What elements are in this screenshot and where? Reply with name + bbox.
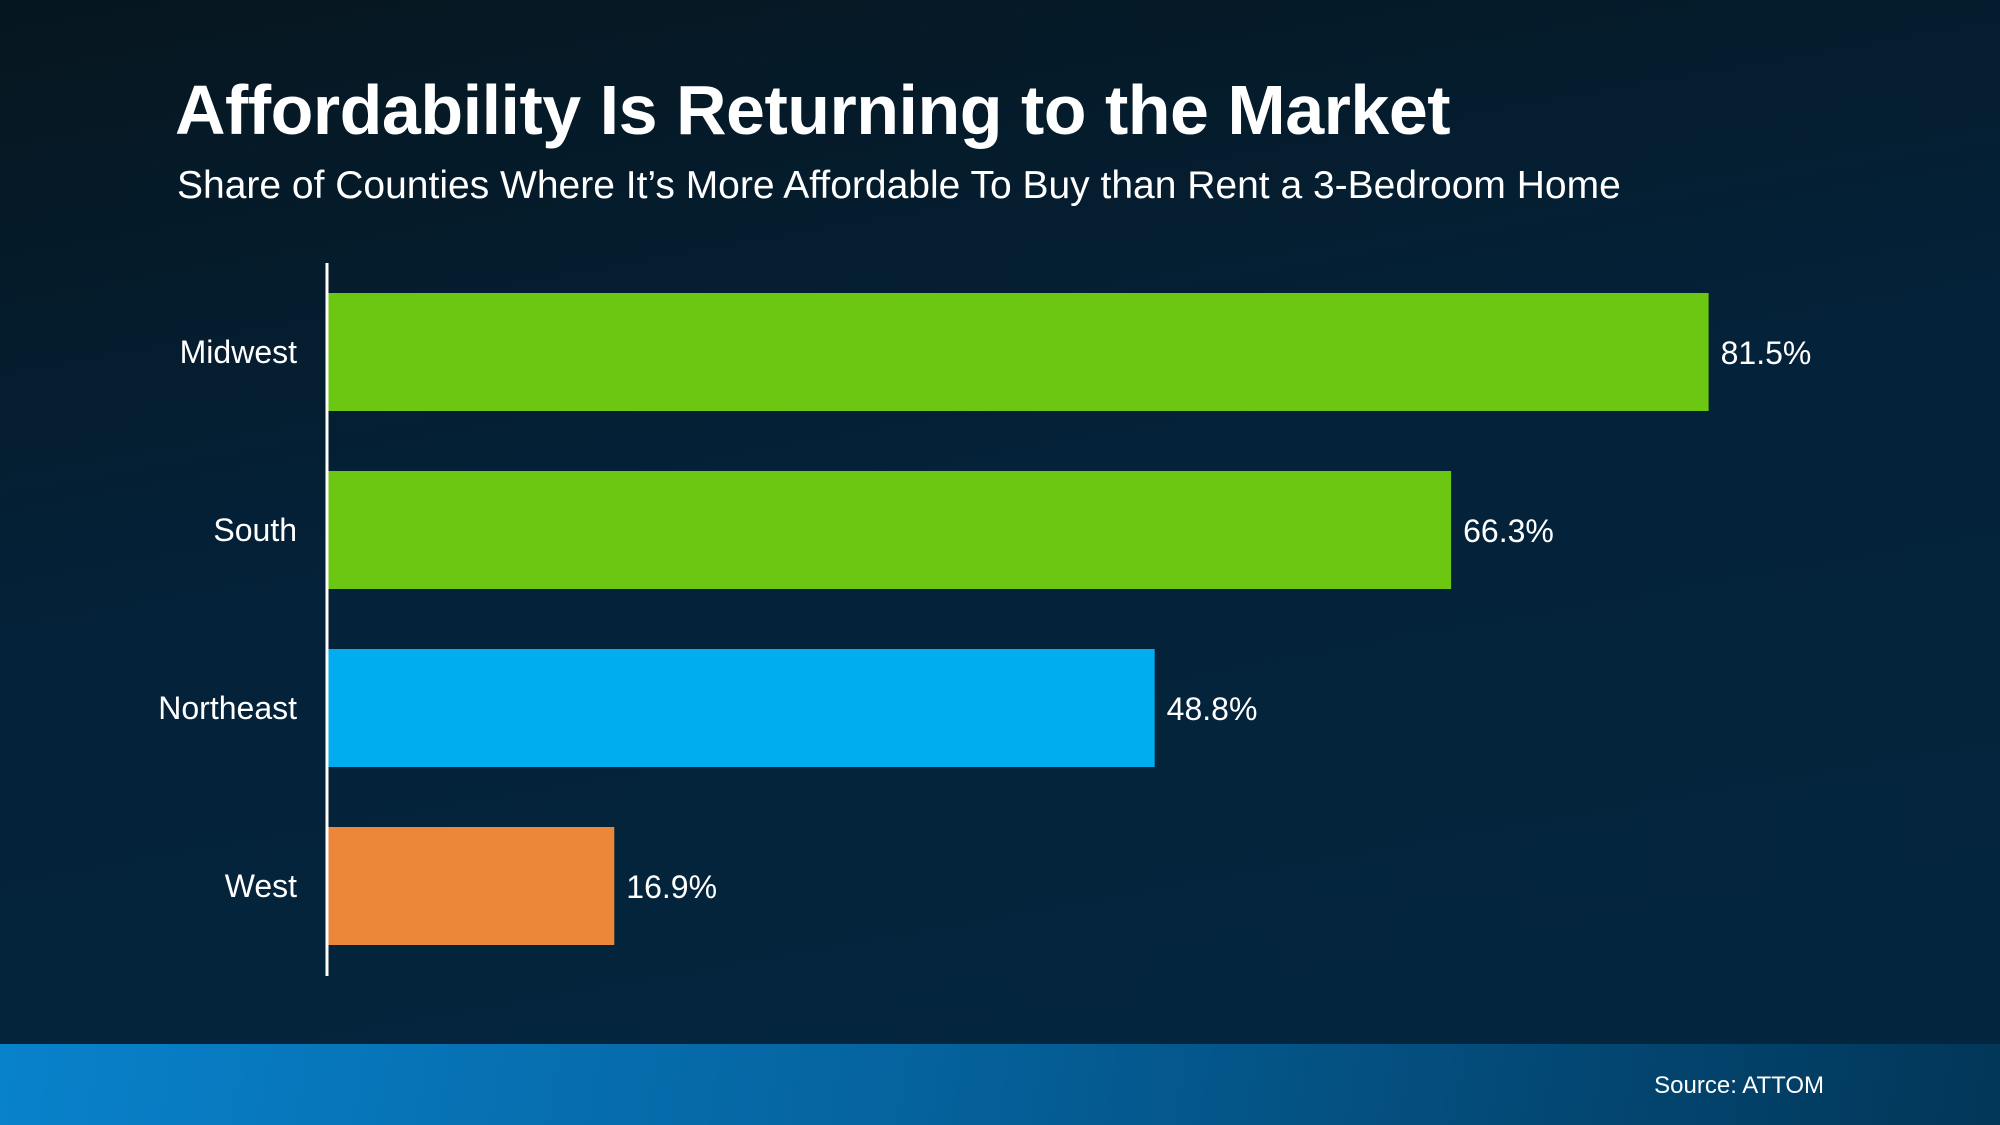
category-label: Midwest <box>180 334 297 370</box>
data-label: 81.5% <box>1721 335 1812 371</box>
footer-bar: Source: ATTOM <box>0 1044 2000 1125</box>
source-label: Source: ATTOM <box>1654 1072 1824 1099</box>
bar-northeast <box>328 649 1155 767</box>
bar-midwest <box>328 293 1709 411</box>
category-label: West <box>225 868 297 904</box>
category-label: Northeast <box>158 690 297 726</box>
chart-subtitle: Share of Counties Where It’s More Afford… <box>177 164 1621 207</box>
bar-west <box>328 827 615 945</box>
data-label: 16.9% <box>626 869 717 905</box>
data-label: 48.8% <box>1167 691 1258 727</box>
data-label: 66.3% <box>1463 513 1554 549</box>
category-label: South <box>213 512 297 548</box>
bar-chart: Midwest 81.5% South 66.3% Northeast 48.8% West… <box>158 293 1812 945</box>
bar-south <box>328 471 1452 589</box>
chart-title: Affordability Is Returning to the Market <box>175 71 1451 149</box>
